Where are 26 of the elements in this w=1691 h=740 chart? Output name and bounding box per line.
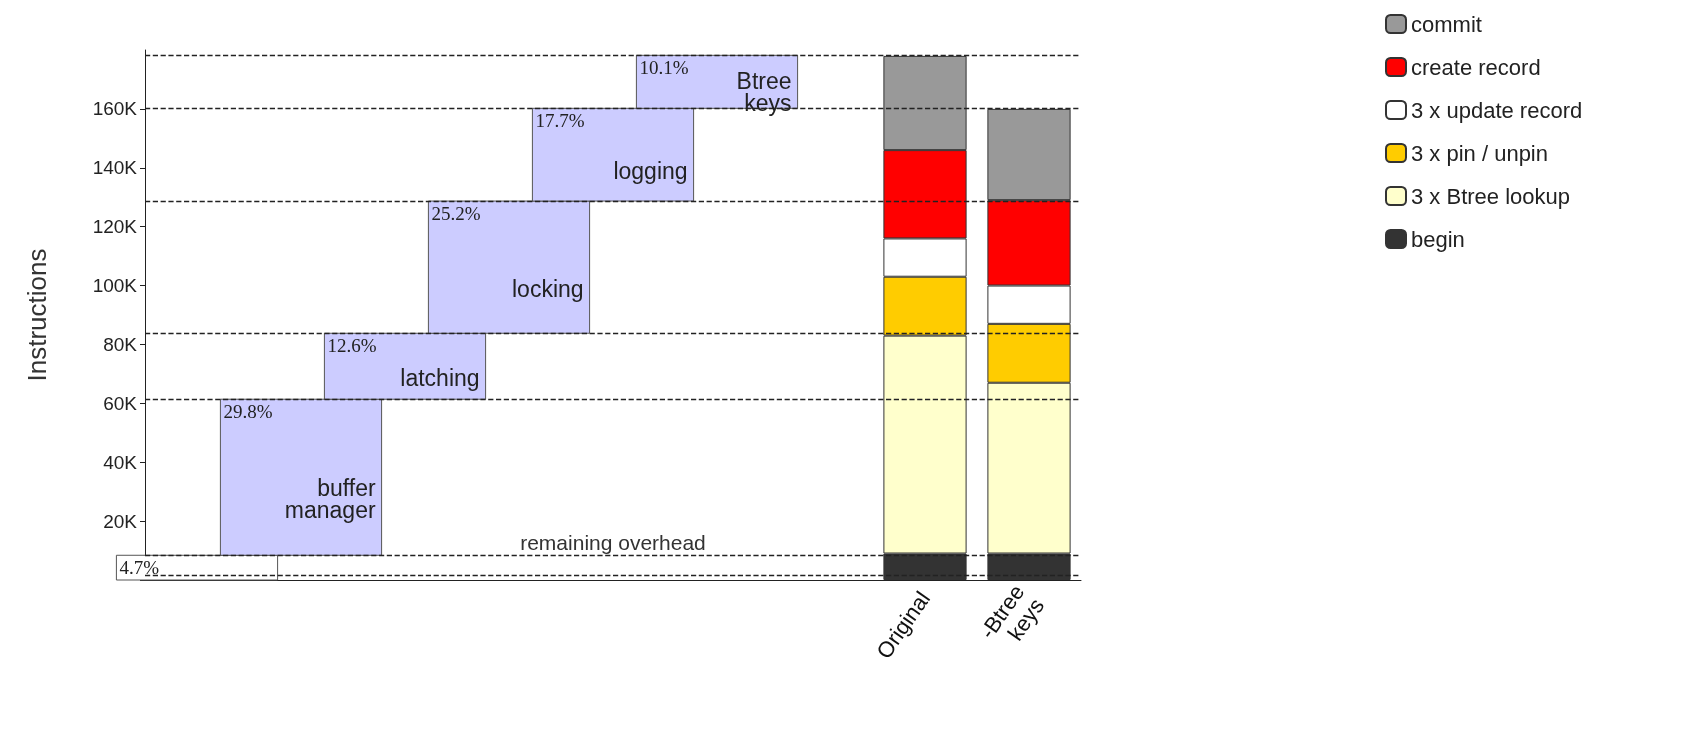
annotation: 4.7% xyxy=(119,557,160,579)
annotation: 25.2% xyxy=(431,203,481,225)
annotation: logging xyxy=(613,157,688,184)
y-tick-label: 80K xyxy=(103,333,138,355)
annotation: latching xyxy=(400,365,480,392)
annotation: 17.7% xyxy=(535,110,585,132)
y-tick-label: 40K xyxy=(103,451,138,473)
legend-label: create record xyxy=(1411,54,1541,80)
annotation: 10.1% xyxy=(639,57,689,79)
legend-label: begin xyxy=(1411,226,1465,252)
y-tick-label: 120K xyxy=(92,216,138,238)
ref-line-label: remaining overhead xyxy=(520,531,706,555)
annotation: locking xyxy=(511,275,584,302)
annotation: 29.8% xyxy=(223,401,273,423)
y-tick-label: 140K xyxy=(92,157,138,179)
legend-label: 3 x update record xyxy=(1411,97,1583,123)
y-axis-title: Instructions xyxy=(22,248,52,382)
legend-label: 3 x pin / unpin xyxy=(1411,140,1548,166)
annotation: 12.6% xyxy=(327,335,377,357)
legend-label: commit xyxy=(1411,11,1482,37)
y-tick-label: 20K xyxy=(103,510,138,532)
annotation: buffer manager xyxy=(284,475,376,524)
legend-label: 3 x Btree lookup xyxy=(1411,183,1570,209)
y-tick-label: 60K xyxy=(103,392,138,414)
y-tick-label: 100K xyxy=(92,275,138,297)
y-tick-label: 160K xyxy=(92,98,138,120)
